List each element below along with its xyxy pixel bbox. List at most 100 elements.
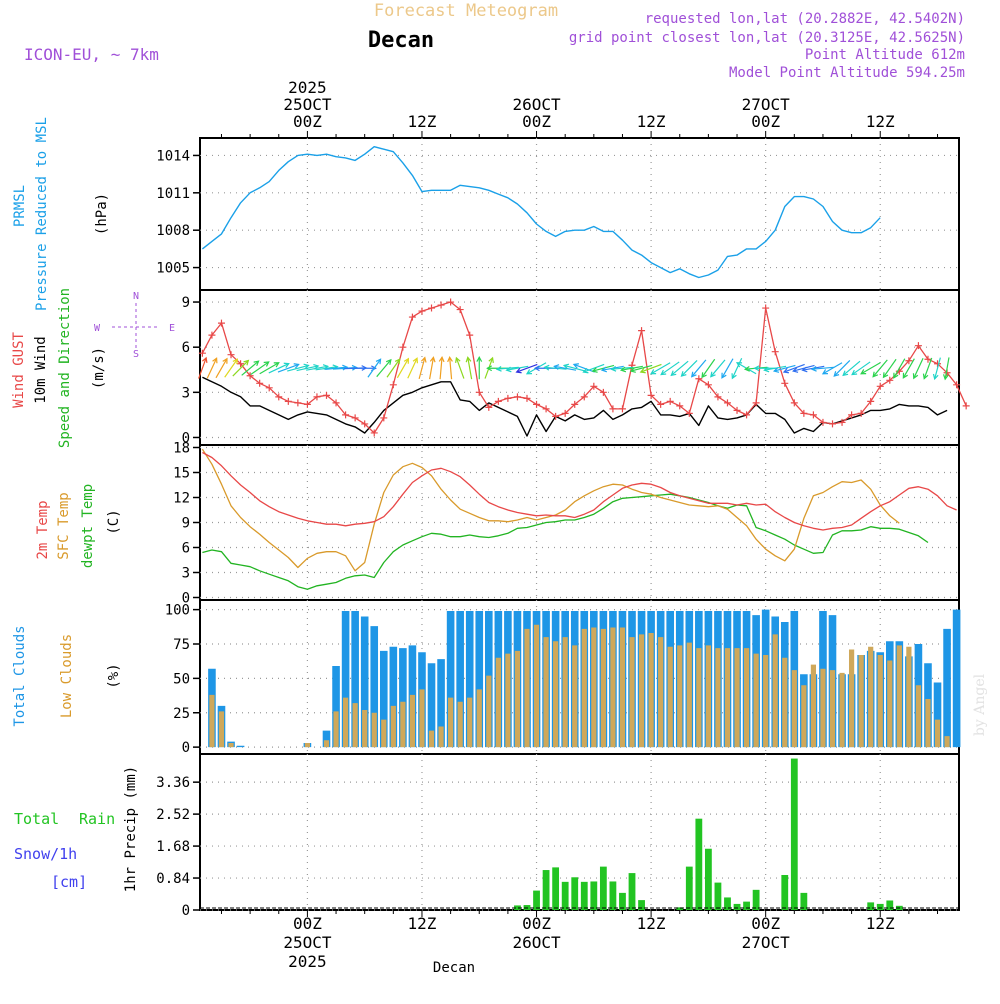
wind-arrow-head [263,361,270,367]
wind-gust-marker [838,418,846,426]
wind-gust-marker [723,399,731,407]
wind-gust-marker [561,409,569,417]
wind-direction-arrow [386,358,401,378]
wind-gust-marker [762,304,770,312]
wind-gust-marker [809,411,817,419]
wind-gust-marker [265,384,273,392]
time-label-bottom: 00Z [293,914,322,933]
wind-gust-marker [437,301,445,309]
wind-gust-marker [580,393,588,401]
wind-arrow-shaft [506,365,529,371]
wind-direction-arrow [763,365,787,373]
wind-gust-marker [714,393,722,401]
wind-arrow-head [670,370,677,377]
wind-arrow-head [572,363,579,369]
wind-direction-arrow [629,364,653,373]
wind-arrow-head [385,358,392,365]
temp-2m-line [202,451,957,531]
precip-bar [704,848,712,910]
wind-arrow-shaft [516,363,538,373]
wind-arrow-shaft [268,363,289,374]
low-cloud-bar [848,649,855,748]
wind-gust-marker [485,403,493,411]
wind-arrow-head [753,365,760,372]
wind-arrow-shaft [773,364,796,372]
precip-panel [199,753,960,911]
low-cloud-bar [810,664,817,748]
wind-gust-marker [370,429,378,437]
total-cloud-bar [437,659,445,748]
low-cloud-bar [533,624,540,748]
time-label-top: 00Z [751,112,780,131]
wind-gust-marker [914,342,922,350]
wind-arrow-shaft [376,359,392,378]
compass-e: E [169,323,175,334]
wind-arrow-head [533,365,540,372]
low-cloud-bar [553,641,559,748]
wind-direction-arrow [942,357,950,381]
wind-arrow-shaft [710,359,726,378]
pressure-line [201,145,881,279]
wind-arrow-shaft [893,358,906,379]
wind-direction-arrow [680,360,698,377]
wind-arrow-shaft [956,357,958,379]
wind-arrow-head [610,365,617,372]
wind-arrow-shaft [215,358,228,379]
wind-gust-marker [428,304,436,312]
low-cloud-bar [829,670,836,748]
wind-direction-arrow [455,356,465,379]
precip-bar [599,866,607,910]
wind-arrow-shaft [232,360,249,377]
total-cloud-bar [379,650,388,748]
total-cloud-bar [389,646,398,748]
wind-direction-arrow [610,365,634,372]
wind-arrow-head [476,356,483,362]
total-cloud-bar [465,611,474,748]
wind-direction-arrow [964,357,969,379]
wind-arrow-shaft [764,365,787,371]
low-cloud-bar [505,653,511,748]
low-cloud-bar [371,712,377,748]
wind-gust-marker [829,420,836,428]
wind-direction-arrow [418,356,427,380]
wind-gust-marker [256,379,264,387]
wind-gust-marker [523,394,531,402]
low-cloud-bar [486,675,492,748]
wind-arrow-head [893,372,899,379]
grid-point-coords: grid point closest lon,lat (20.3125E, 42… [569,30,965,46]
y-tick-label: 1014 [156,148,190,164]
wind-arrow-shaft [913,358,924,379]
y-tick-label: 2.52 [156,807,190,823]
wind-arrow-shaft [573,363,595,373]
wind-arrow-shaft [822,362,843,375]
time-label-top: 27OCT [742,95,791,114]
time-label-top: 25OCT [283,95,332,114]
wind-arrow-shaft [554,365,577,371]
wind-arrow-shaft [592,364,615,372]
wind-arrow-head [650,369,657,375]
wind-gust-marker [408,313,416,321]
precip-ylabel: 1hr Precip (mm) [123,766,139,892]
wind-arrow-head [619,366,627,373]
wind-gust-marker [466,331,474,339]
low-cloud-bar [428,730,435,748]
wind-direction-arrow [376,358,392,378]
precip-bar [561,881,569,910]
low-cloud-bar [944,736,950,748]
low-cloud-bar [610,627,616,748]
wind-gust-label: Wind GUST [11,332,27,408]
time-label-bottom: 12Z [408,914,437,933]
wind-arrow-shaft [851,361,871,376]
wind-arrow-shaft [934,357,941,380]
y-tick-label: 1005 [156,261,190,277]
wind-arrow-head [851,369,858,376]
wind-arrow-head [465,356,472,363]
precip-legend-rain: Rain [79,810,115,828]
time-label-top: 00Z [293,112,322,131]
wind-arrow-head [882,372,889,379]
low-cloud-bar [705,645,711,748]
low-cloud-bar [457,701,463,748]
y-tick-label: 25 [173,706,190,722]
wind-direction-arrow [922,357,933,380]
low-cloud-bar [648,633,654,748]
